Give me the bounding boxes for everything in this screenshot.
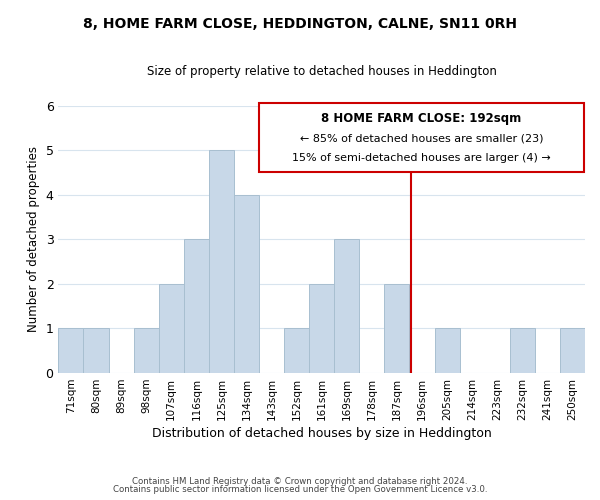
Bar	[134, 328, 159, 373]
Title: Size of property relative to detached houses in Heddington: Size of property relative to detached ho…	[147, 65, 497, 78]
Bar	[510, 328, 535, 373]
Bar	[159, 284, 184, 373]
Bar	[58, 328, 83, 373]
Bar	[309, 284, 334, 373]
Text: Contains public sector information licensed under the Open Government Licence v3: Contains public sector information licen…	[113, 485, 487, 494]
Bar	[83, 328, 109, 373]
Bar	[184, 240, 209, 373]
Text: 8, HOME FARM CLOSE, HEDDINGTON, CALNE, SN11 0RH: 8, HOME FARM CLOSE, HEDDINGTON, CALNE, S…	[83, 18, 517, 32]
Text: ← 85% of detached houses are smaller (23): ← 85% of detached houses are smaller (23…	[299, 133, 543, 143]
Bar	[560, 328, 585, 373]
Text: 8 HOME FARM CLOSE: 192sqm: 8 HOME FARM CLOSE: 192sqm	[321, 112, 521, 124]
Text: Contains HM Land Registry data © Crown copyright and database right 2024.: Contains HM Land Registry data © Crown c…	[132, 477, 468, 486]
Bar	[234, 194, 259, 373]
Y-axis label: Number of detached properties: Number of detached properties	[27, 146, 40, 332]
Bar	[334, 240, 359, 373]
X-axis label: Distribution of detached houses by size in Heddington: Distribution of detached houses by size …	[152, 427, 491, 440]
Text: 15% of semi-detached houses are larger (4) →: 15% of semi-detached houses are larger (…	[292, 153, 551, 163]
Bar	[259, 104, 584, 172]
Bar	[209, 150, 234, 373]
Bar	[434, 328, 460, 373]
Bar	[284, 328, 309, 373]
Bar	[385, 284, 409, 373]
